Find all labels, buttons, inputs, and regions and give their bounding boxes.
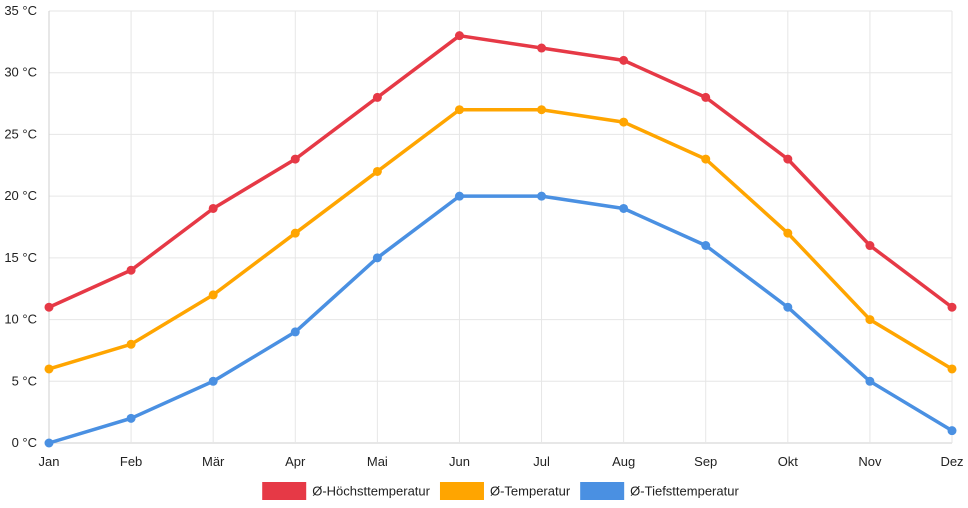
series-line [47,194,954,445]
data-point[interactable] [126,413,136,423]
x-tick-label: Aug [612,454,635,469]
legend-item[interactable]: Ø-Höchsttemperatur [262,482,431,500]
data-point[interactable] [865,315,875,325]
data-point[interactable] [454,191,464,201]
data-point[interactable] [290,327,300,337]
data-point[interactable] [701,154,711,164]
series-line [47,107,954,371]
data-point[interactable] [947,364,957,374]
x-tick-label: Apr [285,454,306,469]
data-point[interactable] [865,241,875,251]
data-point[interactable] [208,203,218,213]
data-point[interactable] [865,376,875,386]
y-tick-label: 5 °C [12,373,37,388]
x-tick-label: Dez [940,454,963,469]
data-point[interactable] [783,228,793,238]
y-tick-label: 25 °C [4,126,37,141]
data-point[interactable] [701,241,711,251]
data-point[interactable] [454,105,464,115]
data-point[interactable] [454,31,464,41]
data-point[interactable] [783,302,793,312]
x-tick-label: Nov [858,454,882,469]
data-point[interactable] [372,166,382,176]
data-point[interactable] [783,154,793,164]
y-tick-label: 0 °C [12,435,37,450]
x-tick-label: Okt [778,454,799,469]
data-point[interactable] [372,92,382,102]
data-point[interactable] [947,426,957,436]
data-point[interactable] [44,302,54,312]
series-lines [44,31,957,448]
x-tick-label: Feb [120,454,142,469]
data-point[interactable] [126,339,136,349]
data-point[interactable] [537,43,547,53]
data-point[interactable] [372,253,382,263]
x-tick-label: Jun [449,454,470,469]
data-point[interactable] [537,191,547,201]
x-tick-label: Jul [533,454,550,469]
y-tick-label: 10 °C [4,312,37,327]
x-tick-label: Sep [694,454,717,469]
legend-label: Ø-Höchsttemperatur [312,484,430,499]
y-tick-label: 20 °C [4,188,37,203]
series-0 [44,31,957,312]
data-point[interactable] [290,228,300,238]
legend[interactable]: Ø-Höchsttemperatur Ø-Temperatur Ø-Tiefstte… [262,482,739,500]
legend-label: Ø-Temperatur [490,484,571,499]
y-tick-label: 30 °C [4,65,37,80]
x-tick-label: Mai [367,454,388,469]
legend-item[interactable]: Ø-Temperatur [439,482,571,500]
data-point[interactable] [208,290,218,300]
y-tick-label: 15 °C [4,250,37,265]
legend-label: Ø-Tiefsttemperatur [630,484,739,499]
data-point[interactable] [947,302,957,312]
y-tick-label: 35 °C [4,3,37,18]
series-line [47,33,954,309]
data-point[interactable] [44,364,54,374]
x-tick-label: Jan [39,454,60,469]
data-point[interactable] [126,265,136,275]
data-point[interactable] [619,117,629,127]
series-1 [44,105,957,374]
legend-swatch [439,482,484,500]
data-point[interactable] [619,203,629,213]
y-axis-tick-labels: 0 °C 5 °C 10 °C 15 °C 20 °C 25 °C 30 °C 35 °C [4,3,37,450]
data-point[interactable] [44,438,54,448]
legend-swatch [580,482,625,500]
data-point[interactable] [701,92,711,102]
x-axis-tick-labels: Jan Feb Mär Apr Mai Jun Jul Aug Sep Okt Nov Dez [39,454,964,469]
series-2 [44,191,957,448]
data-point[interactable] [619,55,629,65]
data-point[interactable] [290,154,300,164]
data-point[interactable] [208,376,218,386]
data-point[interactable] [537,105,547,115]
x-tick-label: Mär [202,454,225,469]
grid [48,10,953,444]
legend-item[interactable]: Ø-Tiefsttemperatur [580,482,739,500]
legend-swatch [262,482,307,500]
